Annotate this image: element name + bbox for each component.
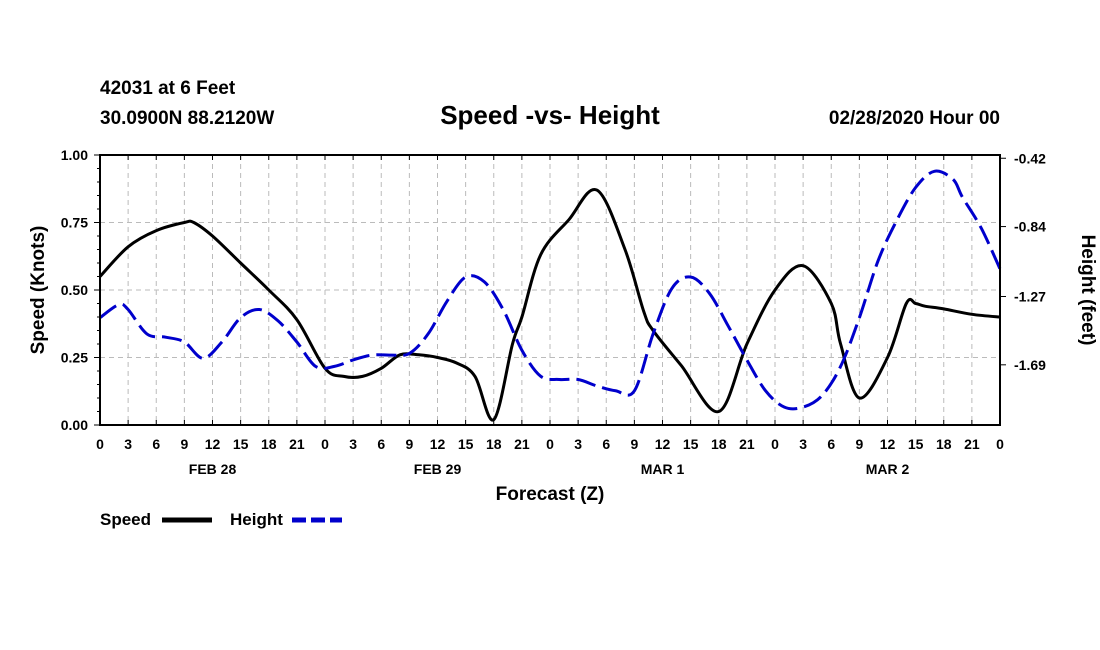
x-tick-label: 21: [739, 436, 755, 452]
x-tick-label: 15: [908, 436, 924, 452]
x-tick-label: 15: [683, 436, 699, 452]
x-axis-label: Forecast (Z): [496, 484, 605, 505]
series-group: [98, 169, 1002, 422]
station-label: 42031 at 6 Feet: [100, 78, 236, 99]
legend-speed-label: Speed: [100, 510, 151, 529]
x-tick-label: 0: [771, 436, 779, 452]
legend: Speed Height: [100, 510, 342, 529]
grid: [100, 155, 1000, 425]
x-tick-label: 9: [405, 436, 413, 452]
x-tick-label: 18: [261, 436, 277, 452]
legend-height-label: Height: [230, 510, 283, 529]
ticks: 0 3 6 9 12 15 18 21 0 3 6 9 12 15 18 21 0 3 6 9 12 15 18 21 0 3 6 9…: [61, 147, 1046, 477]
x-tick-label: 6: [377, 436, 385, 452]
x-tick-label: 18: [711, 436, 727, 452]
chart-title: Speed -vs- Height: [440, 100, 660, 130]
y-tick-label: 0.25: [61, 350, 88, 366]
x-tick-label: 3: [349, 436, 357, 452]
location-label: 30.0900N 88.2120W: [100, 108, 274, 129]
y2-axis-label: Height (feet): [1077, 235, 1098, 346]
x-tick-label: 15: [458, 436, 474, 452]
x-tick-label: 21: [289, 436, 305, 452]
date-label: 02/28/2020 Hour 00: [829, 108, 1000, 129]
x-tick-label: 15: [233, 436, 249, 452]
x-tick-label: 12: [655, 436, 671, 452]
y-tick-label: 0.75: [61, 215, 88, 231]
x-tick-label: 18: [486, 436, 502, 452]
x-tick-label: 3: [124, 436, 132, 452]
series-line-height: [99, 169, 1002, 411]
x-tick-label: 6: [152, 436, 160, 452]
x-tick-label: 9: [180, 436, 188, 452]
x-tick-label: 0: [546, 436, 554, 452]
y-tick-label: 0.50: [61, 282, 88, 298]
x-tick-label: 12: [205, 436, 221, 452]
x-tick-label: 12: [430, 436, 446, 452]
y-tick-label: 1.00: [61, 147, 88, 163]
y2-tick-label: -0.84: [1014, 219, 1046, 235]
x-tick-label: 3: [574, 436, 582, 452]
series-line-speed: [98, 188, 1001, 422]
x-tick-label: 21: [964, 436, 980, 452]
day-label: FEB 28: [189, 461, 237, 477]
x-tick-label: 9: [855, 436, 863, 452]
y-axis-label: Speed (Knots): [28, 226, 49, 355]
x-tick-label: 12: [880, 436, 896, 452]
x-tick-label: 3: [799, 436, 807, 452]
x-tick-label: 0: [96, 436, 104, 452]
x-tick-label: 21: [514, 436, 530, 452]
y2-tick-label: -0.42: [1014, 150, 1046, 166]
day-label: MAR 1: [641, 461, 685, 477]
x-tick-label: 6: [827, 436, 835, 452]
x-tick-label: 6: [602, 436, 610, 452]
y-tick-label: 0.00: [61, 417, 88, 433]
y2-tick-label: -1.27: [1014, 289, 1046, 305]
x-tick-label: 18: [936, 436, 952, 452]
x-tick-label: 9: [630, 436, 638, 452]
x-tick-label: 0: [996, 436, 1004, 452]
day-label: FEB 29: [414, 461, 462, 477]
x-tick-label: 0: [321, 436, 329, 452]
y2-tick-label: -1.69: [1014, 357, 1046, 373]
day-label: MAR 2: [866, 461, 910, 477]
